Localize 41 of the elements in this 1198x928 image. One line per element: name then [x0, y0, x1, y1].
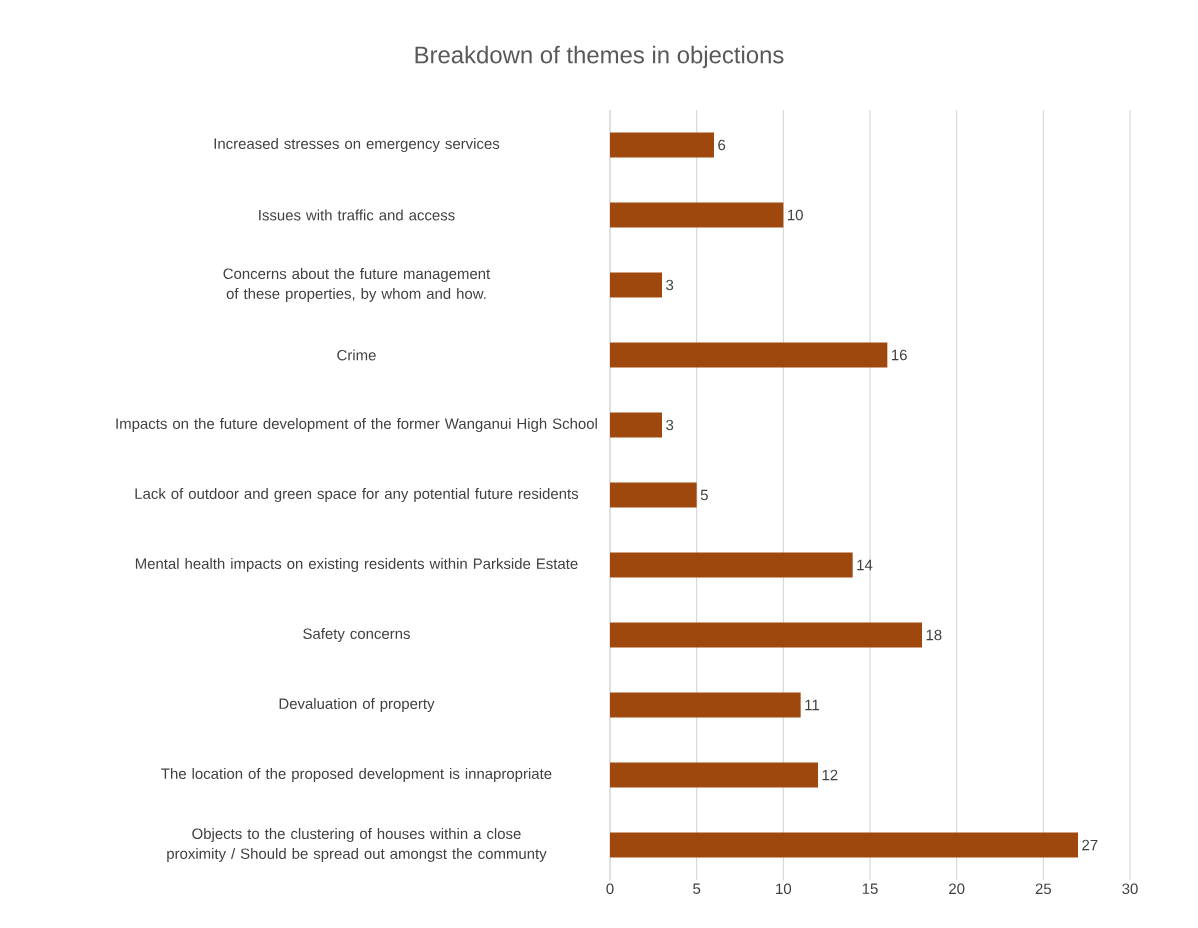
bar	[610, 132, 714, 158]
data-label: 10	[788, 209, 803, 221]
data-label: 12	[822, 769, 838, 781]
data-label: 18	[926, 629, 942, 641]
data-label: 6	[718, 139, 726, 151]
y-tick-label: Mental health impacts on existing residents within Parkside Estate	[135, 558, 578, 572]
y-tick-label: The location of the proposed development is innapropriate	[161, 768, 552, 782]
bar	[610, 692, 801, 718]
bar	[610, 342, 888, 368]
bar	[610, 412, 662, 438]
y-tick-label: Safety concerns	[303, 628, 410, 642]
bar	[610, 552, 853, 578]
bar	[610, 272, 662, 298]
data-label: 27	[1082, 839, 1098, 851]
data-label: 14	[857, 559, 873, 571]
y-tick-label: Lack of outdoor and green space for any potential future residents	[135, 488, 579, 502]
y-tick-label: Devaluation of property	[279, 698, 435, 712]
y-tick-label: Objects to the clustering of houses within a close proximity / Should be spread out amongst the communty	[167, 828, 547, 862]
bar	[610, 202, 784, 228]
x-tick-label: 10	[776, 883, 792, 895]
bar	[610, 762, 819, 788]
y-tick-label: Impacts on the future development of the former Wanganui High School	[116, 418, 597, 432]
x-tick-label: 0	[606, 883, 614, 895]
bar	[610, 622, 923, 648]
x-tick-label: 5	[693, 883, 701, 894]
x-tick-label: 30	[1122, 883, 1138, 895]
data-label: 3	[666, 279, 674, 291]
y-tick-label: Crime	[337, 349, 376, 361]
data-label: 3	[666, 419, 674, 431]
data-label: 11	[805, 699, 819, 711]
chart-title: Breakdown of themes in objections	[415, 45, 784, 69]
y-tick-label: Increased stresses on emergency services	[214, 138, 500, 152]
y-tick-label: Concerns about the future management of these properties, by whom and how.	[223, 268, 491, 302]
data-label: 5	[700, 489, 708, 501]
y-tick-label: Issues with traffic and access	[259, 209, 455, 221]
bar	[610, 482, 697, 508]
x-tick-label: 15	[862, 883, 878, 894]
bar	[610, 832, 1079, 858]
x-tick-label: 25	[1035, 883, 1052, 895]
data-label: 16	[892, 349, 907, 361]
x-tick-label: 20	[949, 883, 965, 895]
